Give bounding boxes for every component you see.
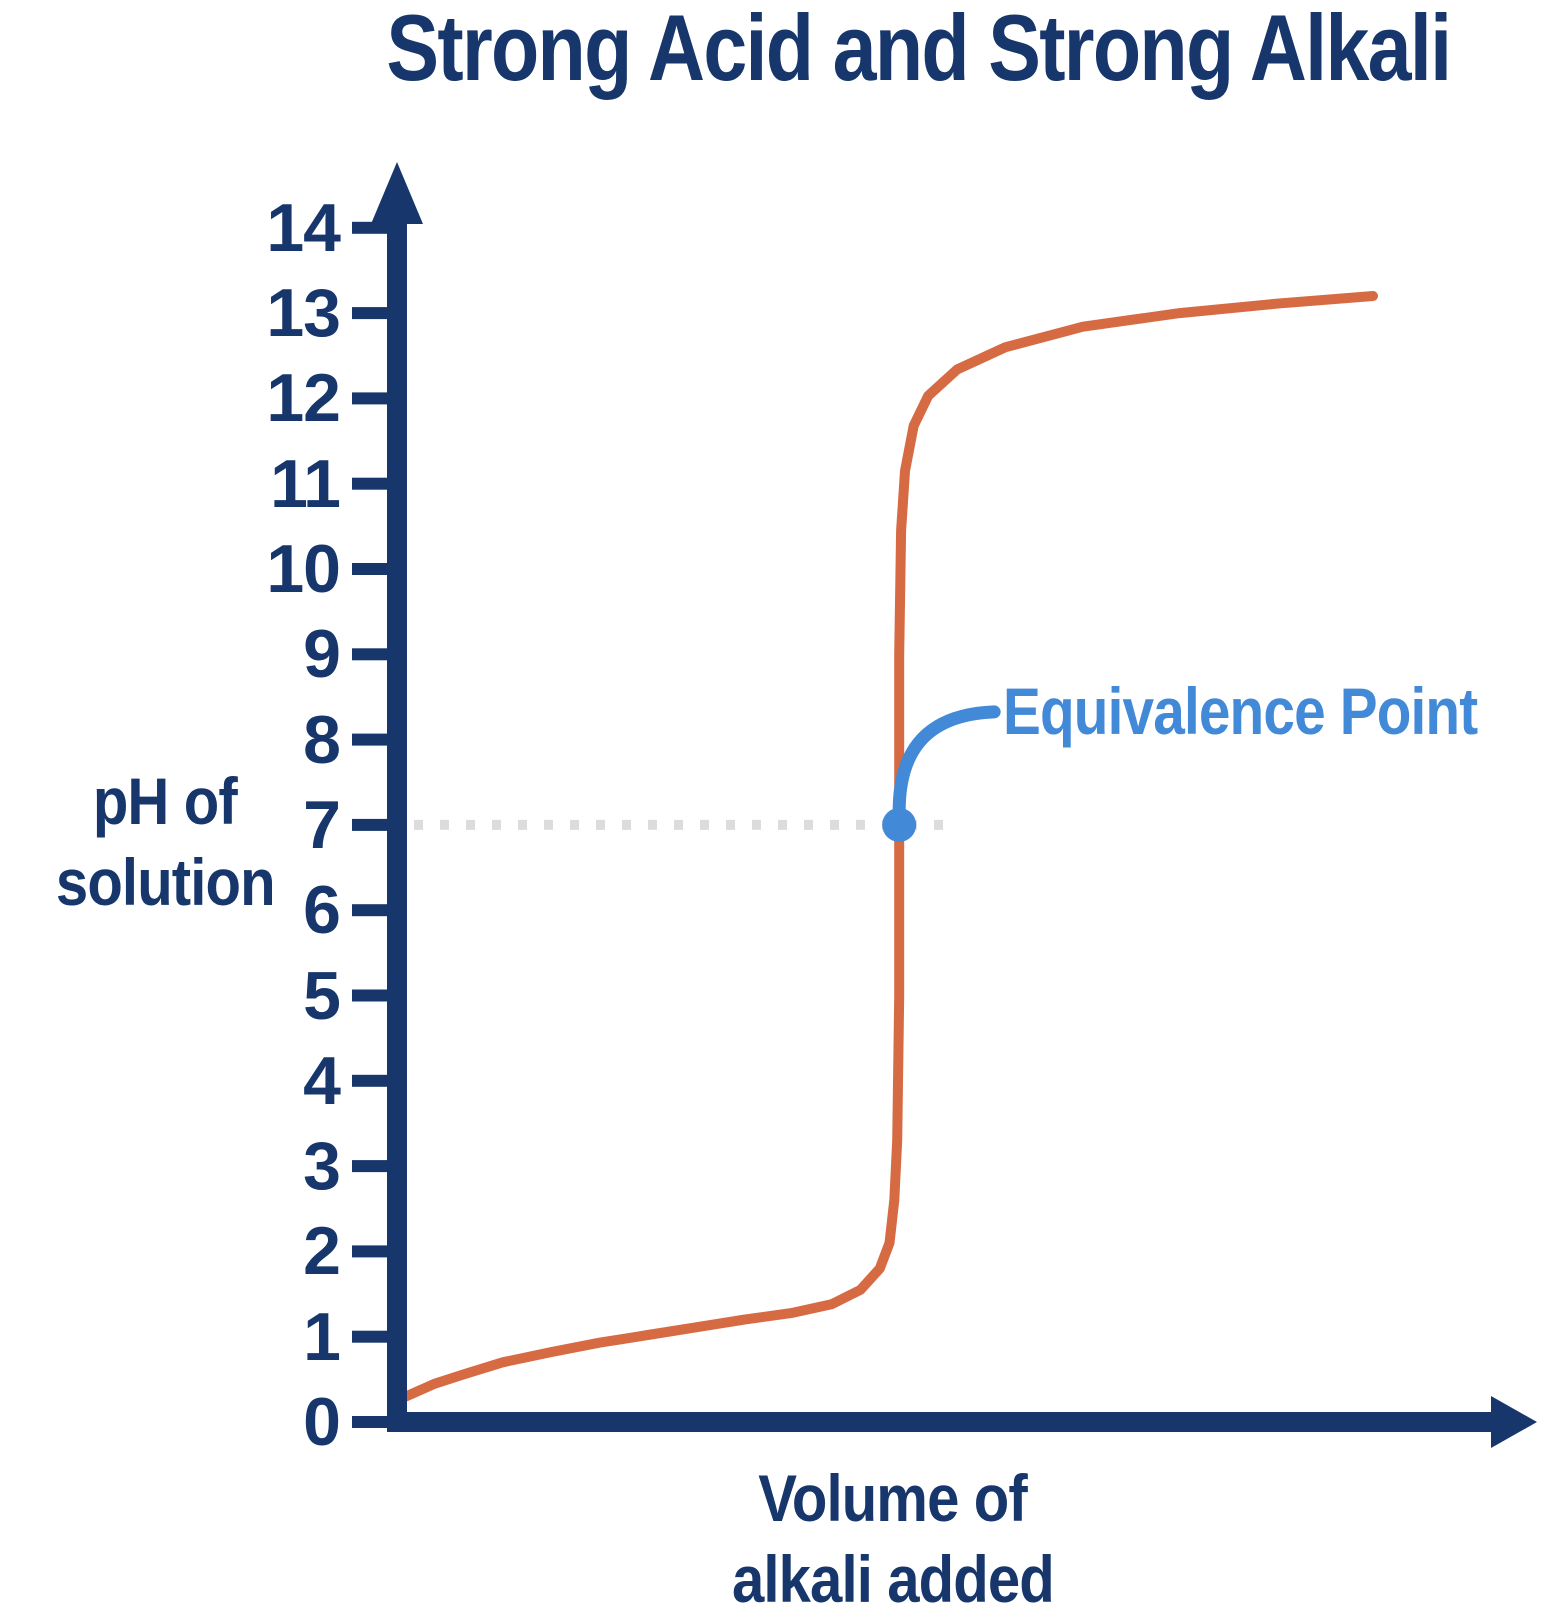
y-tick-mark	[352, 989, 407, 1002]
y-tick-label: 11	[270, 445, 341, 522]
x-axis-label-line2: alkali added	[732, 1542, 1055, 1616]
y-tick-label: 6	[303, 872, 341, 949]
y-tick-mark	[352, 904, 407, 917]
equivalence-point-marker	[882, 807, 917, 842]
x-axis-label: Volume of alkali added	[587, 1458, 1199, 1620]
titration-curve	[401, 291, 1378, 1402]
y-tick-label: 10	[266, 531, 341, 607]
y-tick-mark	[352, 307, 407, 320]
y-tick-label: 12	[266, 360, 341, 437]
y-tick-mark	[352, 477, 407, 490]
y-tick-mark	[352, 733, 407, 746]
y-tick-mark	[352, 1074, 407, 1087]
y-axis-arrowhead-icon	[371, 162, 423, 224]
y-tick-label: 9	[303, 616, 341, 693]
chart-title-text: Strong Acid and Strong Alkali	[386, 0, 1452, 100]
y-tick-label: 7	[303, 786, 341, 863]
y-tick-mark	[352, 563, 407, 575]
y-tick-mark	[352, 648, 407, 661]
y-tick-label: 0	[303, 1384, 341, 1460]
y-tick-mark	[352, 1330, 407, 1343]
y-tick-label: 13	[266, 275, 341, 352]
equivalence-point-label: Equivalence Point	[1003, 673, 1478, 748]
x-axis-label-line1: Volume of	[758, 1461, 1028, 1535]
y-axis	[352, 162, 423, 1432]
y-tick-mark	[352, 1245, 407, 1258]
y-axis-ticks	[352, 221, 407, 1428]
x-axis-arrowhead-icon	[1491, 1396, 1537, 1448]
y-tick-label: 2	[303, 1213, 341, 1290]
y-axis-label-line1: pH of	[93, 764, 238, 838]
y-tick-label: 3	[303, 1128, 341, 1205]
equivalence-callout-line	[892, 705, 1001, 818]
y-axis-label: pH of solution	[0, 761, 330, 923]
y-tick-mark	[352, 1160, 407, 1173]
x-axis	[387, 1396, 1537, 1448]
y-tick-label: 1	[303, 1298, 341, 1375]
x-axis-line	[387, 1412, 1495, 1432]
y-tick-mark	[352, 221, 407, 234]
y-tick-mark	[352, 392, 407, 405]
y-axis-label-line2: solution	[55, 845, 276, 919]
y-tick-mark	[352, 818, 407, 831]
chart-title: Strong Acid and Strong Alkali	[285, 0, 1485, 102]
y-tick-label: 5	[303, 957, 341, 1034]
y-tick-label: 8	[303, 701, 341, 778]
y-tick-label: 14	[266, 189, 341, 266]
y-tick-label: 4	[303, 1042, 341, 1119]
